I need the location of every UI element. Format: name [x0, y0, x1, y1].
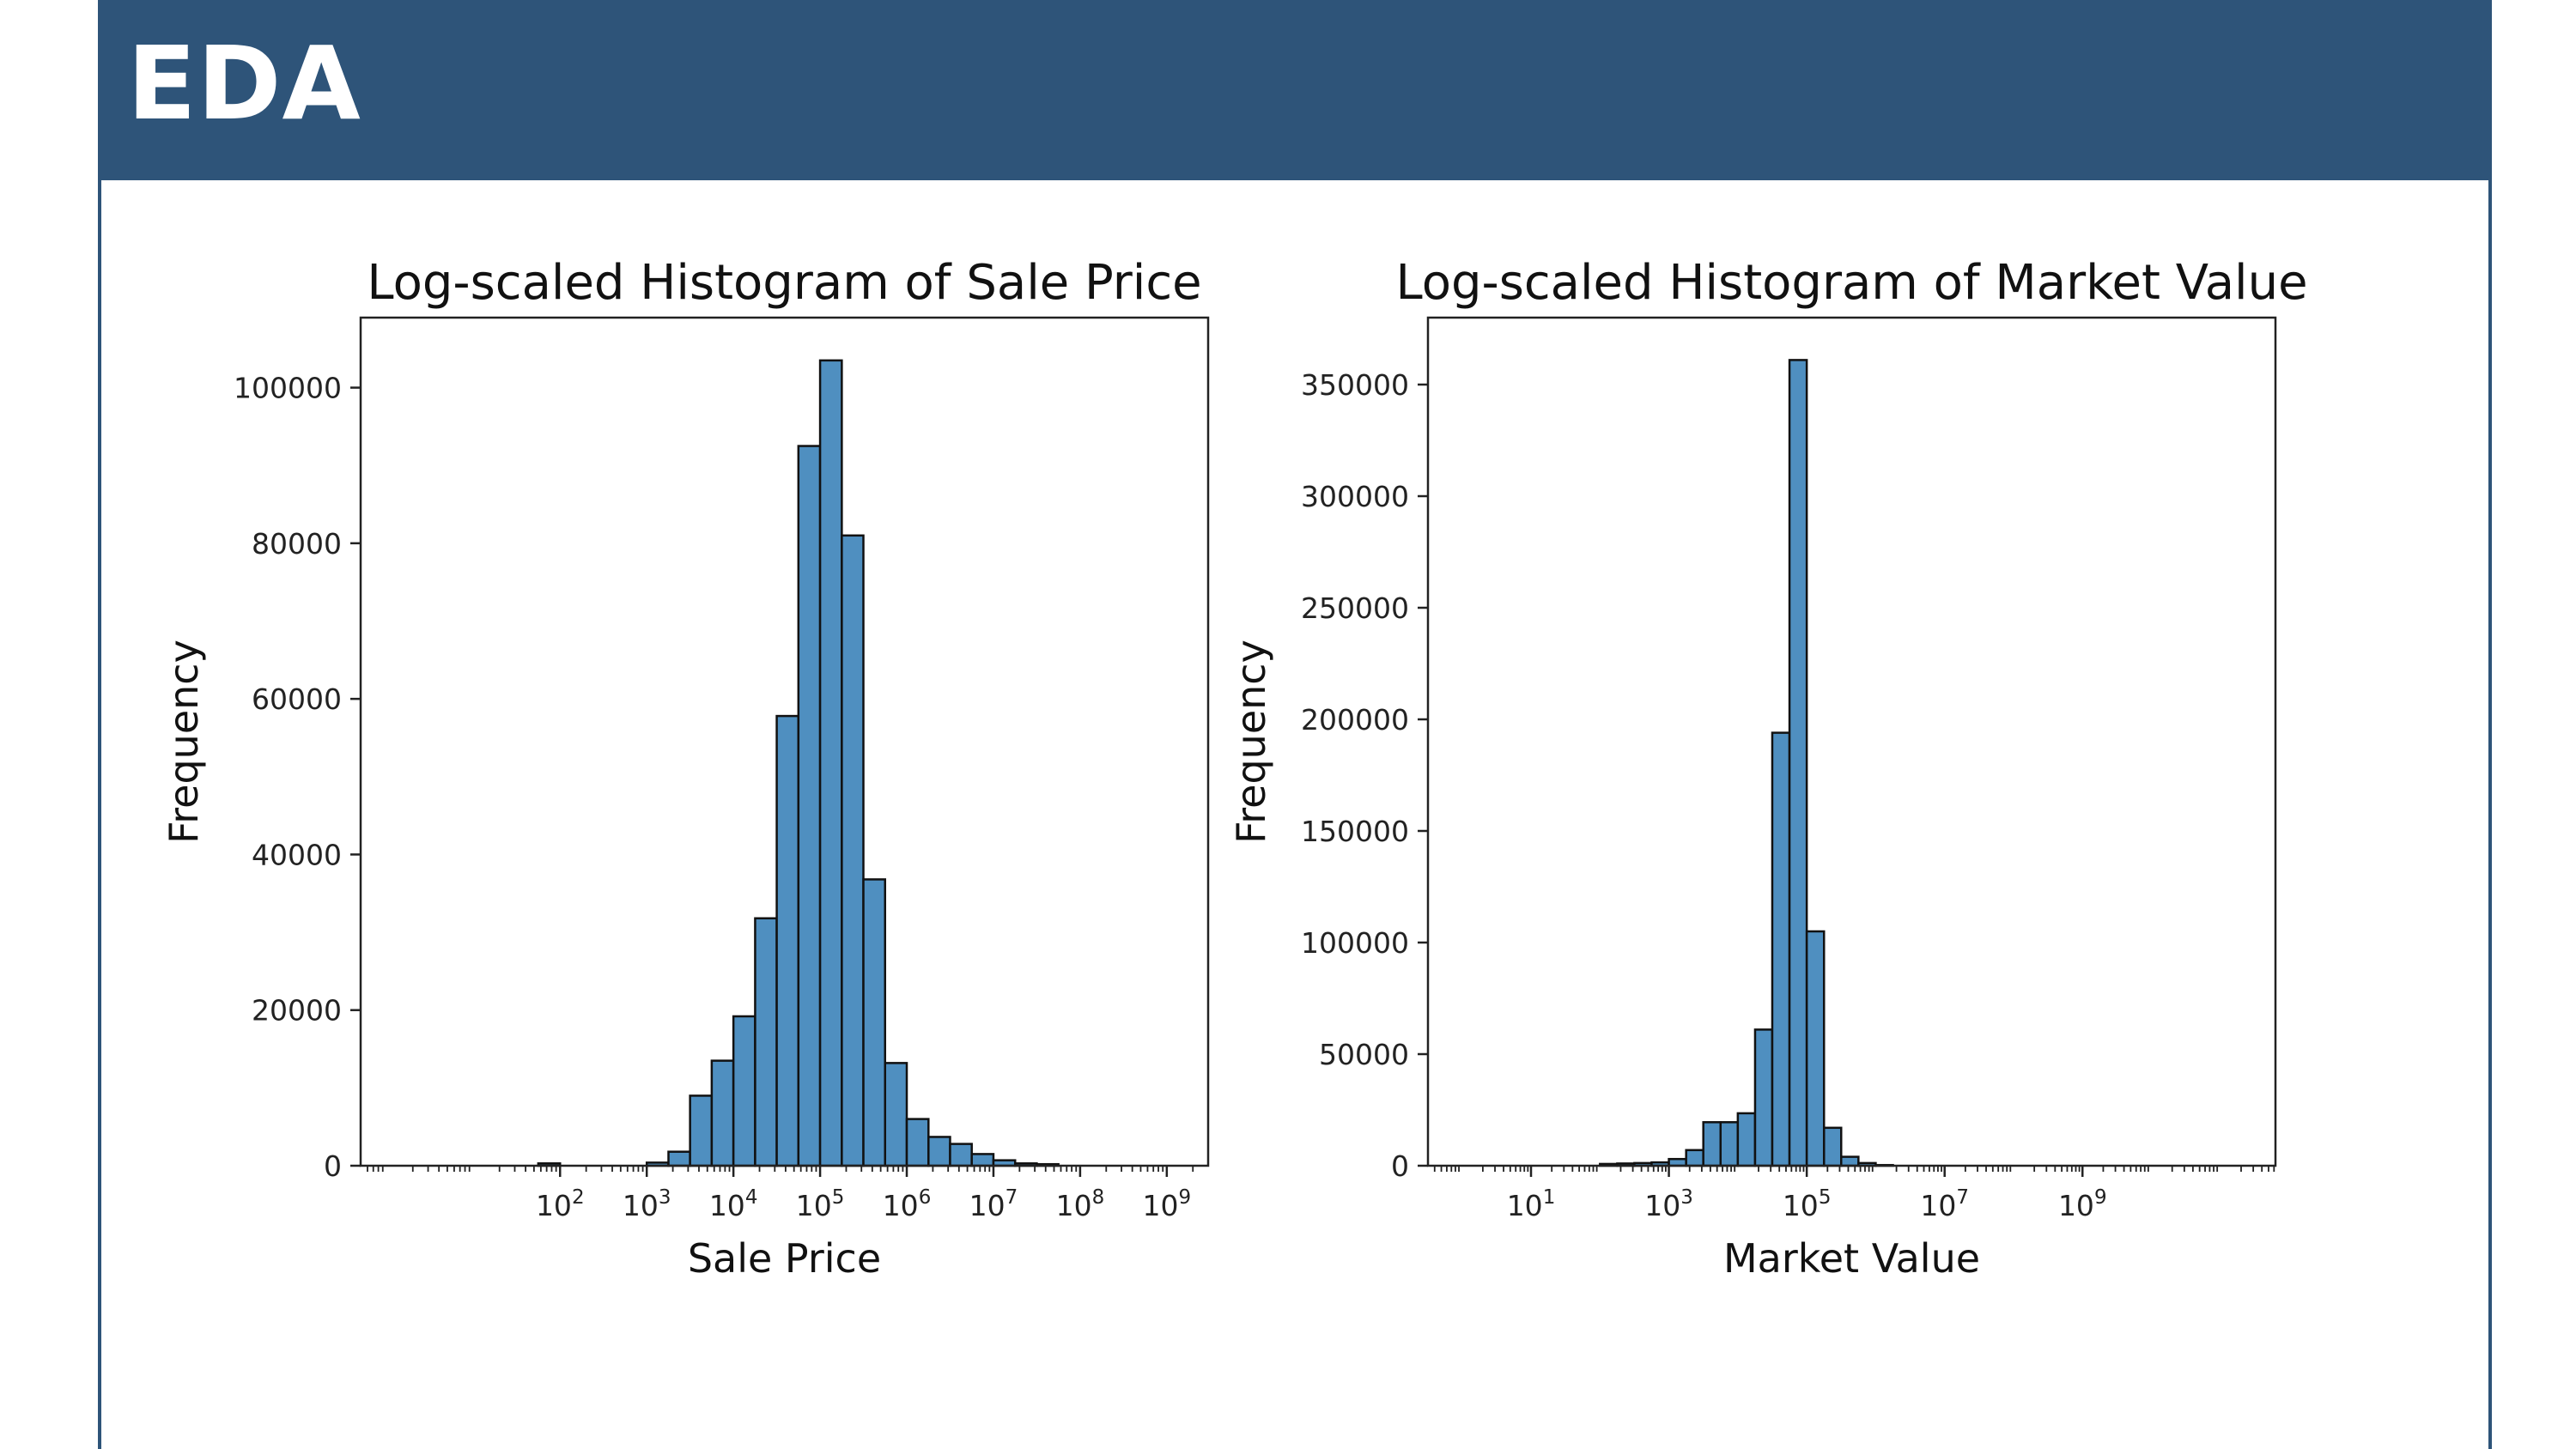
histogram-bar [1788, 359, 1808, 1167]
histogram-bar [1685, 1149, 1704, 1167]
y-tick-label: 0 [324, 1149, 342, 1183]
plot-frame [1426, 316, 2277, 1167]
y-tick-label: 0 [1391, 1149, 1409, 1183]
histogram-bar [1719, 1121, 1740, 1167]
y-tick-label: 80000 [252, 527, 342, 561]
histogram-bar [927, 1136, 951, 1167]
histogram-bar [797, 445, 822, 1167]
histogram-bar [1702, 1121, 1722, 1167]
x-tick-label: 109 [2058, 1186, 2107, 1222]
histogram-bar [689, 1094, 714, 1167]
histogram-bar [1771, 731, 1791, 1167]
histogram-bar [1840, 1155, 1860, 1167]
x-tick-label: 101 [1507, 1186, 1556, 1222]
y-tick-label: 350000 [1301, 368, 1409, 402]
plot-frame [359, 316, 1210, 1167]
y-tick-label: 60000 [252, 682, 342, 716]
y-tick-label: 100000 [1301, 926, 1409, 960]
histogram-bar [1822, 1126, 1843, 1167]
header-bar: EDA [101, 0, 2488, 180]
y-tick-label: 100000 [234, 372, 342, 405]
x-tick-label: 105 [796, 1186, 845, 1222]
chart-2: 0 50000 100000 150000 200000 250000 300000 3500… [1228, 255, 2308, 1282]
x-axis-label: Sale Price [688, 1235, 881, 1282]
y-axis-label: Frequency [1228, 640, 1274, 844]
histogram-bar [667, 1150, 691, 1167]
x-tick-label: 109 [1143, 1186, 1192, 1222]
x-tick-label: 105 [1783, 1186, 1832, 1222]
histogram-bar [949, 1143, 973, 1167]
y-axis-label: Frequency [161, 640, 207, 844]
histogram-bar [841, 534, 865, 1167]
x-tick-label: 108 [1056, 1186, 1105, 1222]
histogram-bar [775, 714, 800, 1167]
histogram-bar [905, 1118, 930, 1167]
y-tick-label: 150000 [1301, 815, 1409, 848]
histogram-bar [754, 917, 778, 1167]
histogram-bar [884, 1062, 908, 1167]
x-axis-label: Market Value [1723, 1235, 1980, 1282]
chart-title: Log-scaled Histogram of Sale Price [367, 255, 1201, 311]
x-tick-label: 102 [536, 1186, 585, 1222]
histogram-bar [862, 878, 887, 1167]
x-tick-label: 103 [623, 1186, 671, 1222]
histogram-bar [1805, 930, 1826, 1167]
y-tick-label: 20000 [252, 994, 342, 1028]
histogram-bar [970, 1153, 995, 1167]
chart-title: Log-scaled Histogram of Market Value [1395, 255, 2307, 311]
page-title: EDA [127, 24, 361, 142]
histogram-bar [732, 1015, 756, 1167]
y-tick-label: 50000 [1319, 1038, 1409, 1071]
chart-1: 0 20000 40000 60000 80000 100000 102 103 104 105 1… [161, 255, 1210, 1282]
histogram-bar [710, 1059, 735, 1167]
y-tick-label: 200000 [1301, 703, 1409, 737]
x-tick-label: 107 [1920, 1186, 1969, 1222]
histogram-bar [1736, 1112, 1757, 1167]
histogram-bar [1753, 1028, 1774, 1167]
slide: EDA [98, 0, 2492, 1449]
y-tick-label: 300000 [1301, 480, 1409, 513]
x-tick-label: 103 [1644, 1186, 1693, 1222]
x-tick-label: 107 [969, 1186, 1018, 1222]
y-tick-label: 250000 [1301, 591, 1409, 625]
x-tick-label: 106 [883, 1186, 932, 1222]
y-tick-label: 40000 [252, 838, 342, 871]
x-tick-label: 104 [709, 1186, 758, 1222]
histogram-bar [818, 359, 843, 1167]
